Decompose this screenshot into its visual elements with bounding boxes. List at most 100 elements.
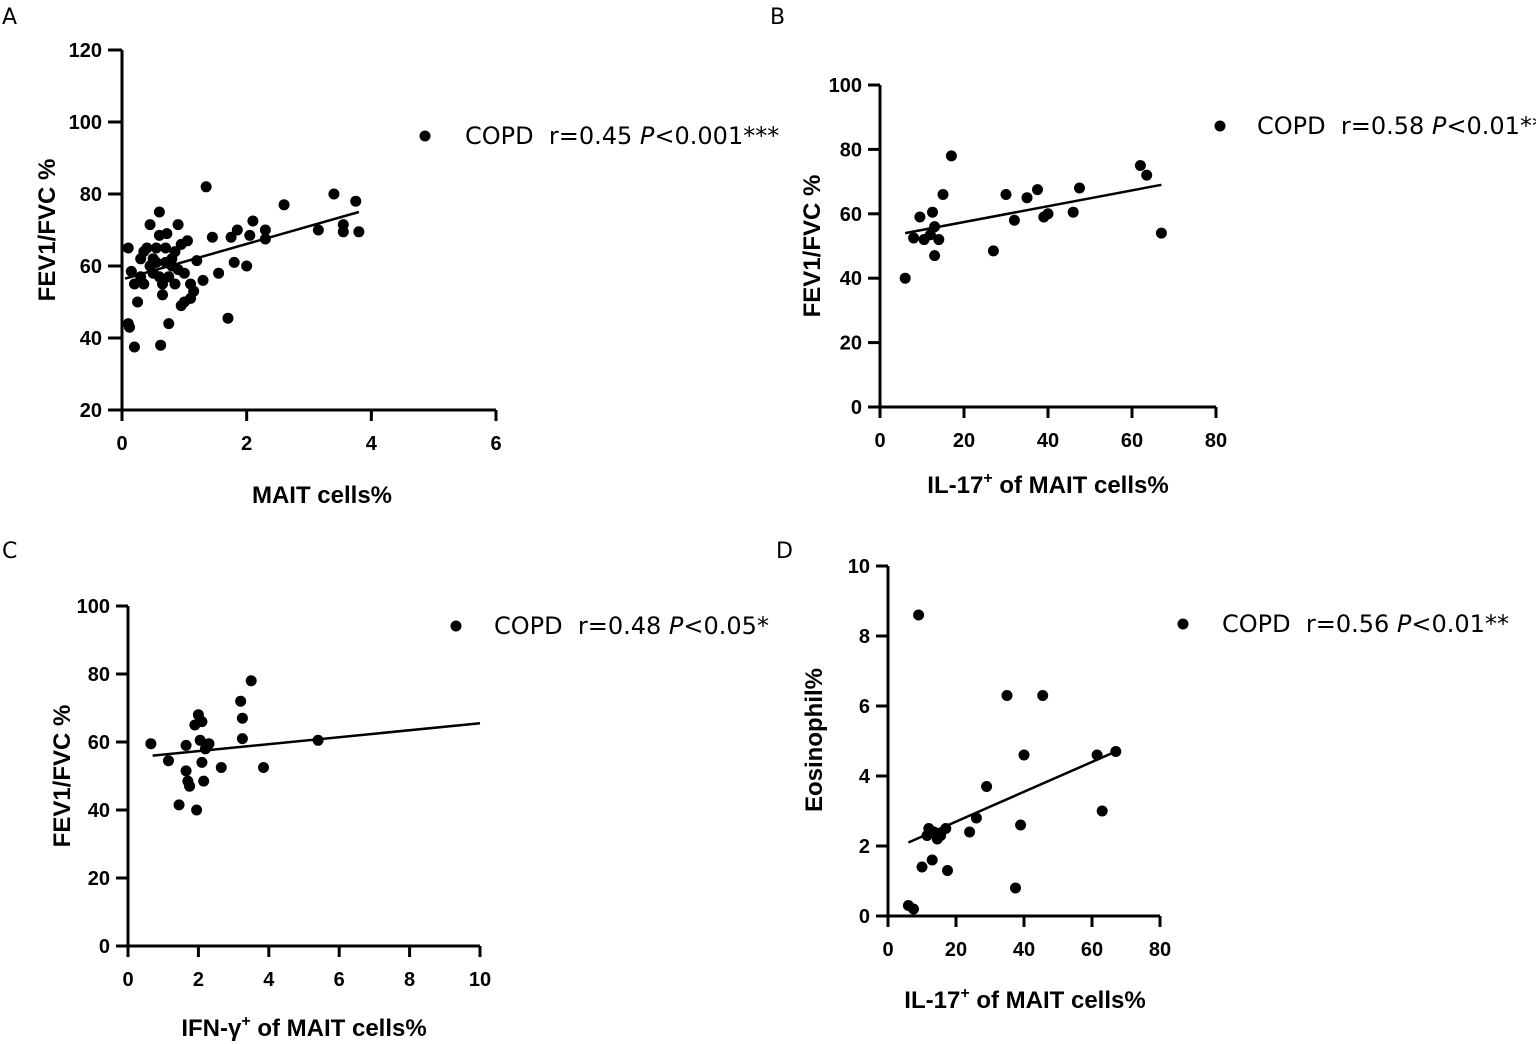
- x-axis-label-c: IFN-γ+ of MAIT cells%: [181, 1013, 426, 1042]
- panel-label-d: D: [776, 539, 793, 564]
- data-point-a: [128, 341, 140, 353]
- data-point-a: [241, 260, 253, 272]
- y-tick-label-a: 60: [80, 256, 102, 278]
- data-point-c: [236, 712, 248, 724]
- legend-marker-b: [1214, 120, 1226, 132]
- data-point-c: [180, 739, 192, 751]
- y-tick-label-c: 100: [77, 596, 110, 618]
- y-tick-label-b: 40: [840, 268, 862, 290]
- data-point-a: [200, 181, 212, 193]
- y-tick-label-b: 60: [840, 204, 862, 226]
- data-point-a: [181, 235, 193, 247]
- data-point-d: [908, 903, 919, 915]
- panel-c: C 0 20 40 60 80 100 0 2 4 6 8 10 FEV1/FVC % IFN-γ+ of…: [2, 539, 769, 1042]
- data-point-c: [162, 755, 174, 767]
- y-tick-label-a: 80: [80, 184, 102, 206]
- data-point-b: [914, 211, 926, 223]
- data-point-c: [196, 716, 208, 728]
- data-point-b: [987, 245, 999, 257]
- legend-text-c: COPD r=0.48 P<0.05*: [494, 612, 769, 640]
- data-point-b: [929, 221, 941, 233]
- y-tick-label-c: 0: [99, 936, 110, 958]
- legend-marker-c: [450, 620, 462, 632]
- data-point-c: [184, 780, 196, 792]
- x-axis-label-b: IL-17+ of MAIT cells%: [927, 470, 1168, 499]
- x-tick-label-b: 0: [874, 430, 885, 452]
- data-point-a: [188, 285, 200, 297]
- y-tick-label-b: 20: [840, 333, 862, 355]
- data-point-d: [970, 812, 982, 824]
- data-point-b: [1008, 214, 1020, 226]
- y-tick-label-b: 80: [840, 139, 862, 161]
- data-point-b: [1000, 188, 1012, 200]
- y-tick-label-b: 0: [851, 397, 862, 419]
- x-tick-label-c: 0: [122, 969, 133, 991]
- data-point-a: [259, 224, 271, 236]
- fit-line-b: [904, 183, 1162, 235]
- data-point-a: [206, 231, 218, 243]
- data-point-a: [228, 256, 240, 268]
- x-tick-label-c: 4: [263, 969, 275, 991]
- x-tick-label-a: 4: [366, 433, 378, 455]
- data-point-a: [123, 321, 135, 333]
- x-tick-label-a: 0: [116, 433, 127, 455]
- x-tick-label-c: 8: [404, 969, 415, 991]
- y-tick-label-d: 8: [859, 626, 870, 648]
- y-axis-label-a: FEV1/FVC %: [34, 159, 61, 302]
- legend-text-b: COPD r=0.58 P<0.01**: [1257, 112, 1536, 140]
- panel-label-a: A: [2, 5, 17, 30]
- data-point-d: [964, 826, 976, 838]
- data-point-a: [150, 242, 162, 254]
- y-tick-label-c: 20: [88, 868, 110, 890]
- data-point-a: [163, 318, 175, 330]
- data-point-a: [128, 278, 140, 290]
- data-point-b: [899, 272, 911, 284]
- data-point-c: [235, 695, 247, 707]
- panel-label-b: B: [770, 5, 785, 30]
- y-tick-label-a: 120: [69, 40, 102, 62]
- y-tick-label-c: 60: [88, 732, 110, 754]
- data-point-d: [1015, 819, 1027, 831]
- y-tick-label-a: 20: [80, 400, 102, 422]
- data-point-d: [1096, 805, 1108, 817]
- data-point-d: [1037, 690, 1049, 701]
- data-point-c: [198, 775, 210, 787]
- data-point-a: [150, 256, 162, 268]
- legend-marker-d: [1177, 618, 1189, 630]
- data-point-c: [194, 734, 206, 746]
- data-point-a: [278, 199, 290, 211]
- data-point-c: [203, 738, 215, 750]
- data-point-d: [1010, 882, 1021, 894]
- data-point-a: [231, 224, 243, 236]
- x-tick-label-d: 80: [1149, 939, 1171, 961]
- data-point-a: [172, 219, 184, 231]
- data-point-a: [122, 242, 134, 254]
- data-point-b: [908, 232, 920, 244]
- x-tick-label-a: 2: [241, 433, 252, 455]
- data-point-a: [312, 224, 324, 236]
- data-point-a: [350, 195, 362, 207]
- data-point-c: [236, 733, 248, 745]
- x-tick-label-c: 6: [334, 969, 345, 991]
- data-point-a: [160, 242, 172, 254]
- data-point-c: [173, 799, 185, 811]
- x-tick-label-d: 60: [1081, 939, 1103, 961]
- x-tick-label-c: 10: [469, 969, 491, 991]
- data-point-c: [196, 756, 208, 768]
- fit-line-d: [907, 750, 1117, 844]
- data-point-d: [913, 609, 925, 621]
- y-axis-label-b: FEV1/FVC %: [799, 175, 826, 318]
- x-tick-label-b: 40: [1037, 430, 1059, 452]
- data-point-a: [337, 219, 349, 231]
- data-point-a: [125, 265, 137, 277]
- data-point-a: [169, 246, 181, 258]
- data-point-d: [916, 861, 928, 873]
- data-point-c: [145, 738, 157, 750]
- data-point-a: [141, 242, 153, 254]
- y-axis-label-c: FEV1/FVC %: [49, 705, 76, 848]
- x-tick-label-c: 2: [193, 969, 204, 991]
- y-tick-label-d: 6: [859, 696, 870, 718]
- x-tick-label-a: 6: [490, 433, 501, 455]
- data-point-b: [929, 250, 941, 262]
